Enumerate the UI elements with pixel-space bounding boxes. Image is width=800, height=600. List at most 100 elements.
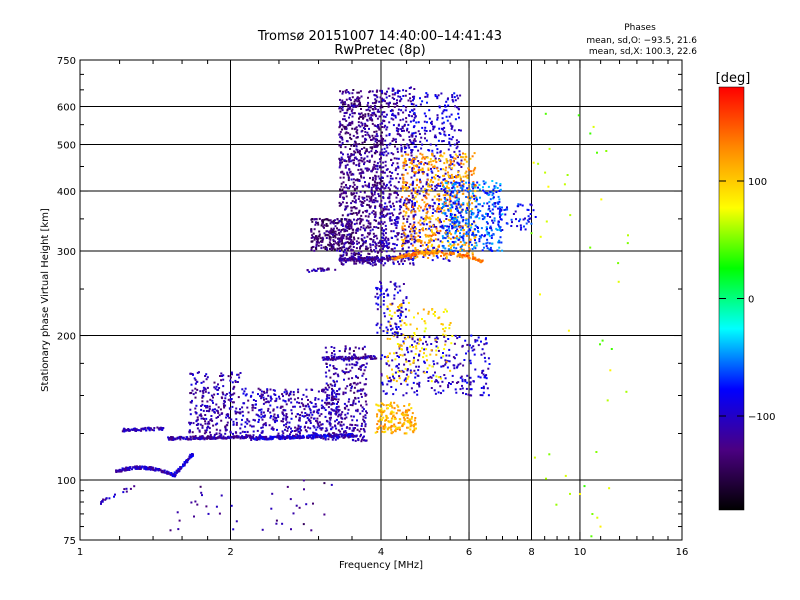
data-point [383, 431, 386, 434]
data-point [189, 392, 192, 395]
data-point [407, 240, 410, 243]
data-point [451, 190, 454, 193]
data-point [216, 388, 219, 391]
data-point [439, 210, 442, 213]
data-point [326, 366, 328, 368]
data-point [431, 215, 434, 217]
data-point [393, 283, 396, 286]
data-point [428, 227, 431, 230]
data-point [466, 343, 469, 346]
data-point [380, 89, 383, 92]
data-point [377, 193, 380, 195]
data-point [387, 105, 390, 108]
data-point [364, 425, 367, 428]
data-point [227, 415, 229, 418]
data-point [434, 311, 436, 313]
data-point [395, 224, 398, 227]
data-point [413, 125, 416, 128]
data-point [374, 213, 377, 216]
data-point [409, 262, 412, 265]
data-point [353, 223, 356, 226]
data-point [324, 358, 327, 361]
data-point [485, 374, 488, 377]
data-point [389, 216, 392, 219]
data-point [345, 237, 348, 240]
data-point [392, 230, 395, 233]
data-point [353, 159, 355, 162]
data-point [447, 241, 450, 244]
data-point [392, 89, 395, 92]
data-point [437, 139, 440, 142]
data-point [360, 365, 363, 367]
data-point [356, 382, 359, 385]
data-point [366, 167, 369, 170]
data-point [113, 495, 115, 498]
data-point [210, 435, 212, 438]
data-point [391, 368, 393, 371]
data-point [395, 129, 398, 132]
data-point [401, 423, 404, 426]
data-point [344, 242, 347, 245]
data-point [377, 404, 380, 407]
data-point [437, 216, 439, 219]
data-point [418, 385, 421, 388]
data-point [383, 355, 386, 358]
data-point [363, 146, 366, 149]
data-point [128, 467, 131, 470]
data-point [412, 95, 414, 98]
data-point [364, 357, 367, 360]
data-point [260, 408, 263, 411]
data-point [331, 389, 334, 392]
data-point [397, 315, 400, 317]
data-point [195, 420, 198, 423]
data-point [316, 411, 319, 414]
data-point [360, 395, 363, 398]
data-point [209, 398, 212, 401]
data-point [354, 99, 357, 102]
data-point [208, 435, 211, 438]
data-point [379, 416, 382, 419]
data-point [387, 239, 390, 242]
data-point [345, 358, 348, 361]
data-point [258, 438, 261, 441]
data-point [335, 418, 338, 421]
data-point [396, 404, 399, 407]
data-point [231, 401, 234, 404]
data-point [323, 232, 326, 235]
data-point [216, 436, 219, 439]
data-point [424, 132, 427, 135]
data-point [319, 267, 322, 270]
data-point [348, 348, 351, 351]
data-point [375, 114, 377, 117]
data-point [414, 376, 417, 379]
data-point [363, 199, 366, 202]
data-point [343, 103, 345, 106]
data-point [358, 97, 361, 100]
data-point [344, 357, 347, 360]
data-point [328, 237, 331, 240]
data-point [416, 342, 419, 345]
data-point [325, 388, 328, 391]
data-point [296, 401, 299, 404]
data-point [397, 130, 399, 133]
data-point [467, 252, 470, 255]
data-point [371, 134, 374, 137]
data-point [332, 227, 335, 230]
data-point [402, 176, 405, 179]
data-point [405, 89, 408, 92]
data-point [468, 344, 471, 347]
data-point [366, 124, 369, 127]
data-point [412, 159, 415, 162]
data-point [374, 250, 377, 253]
data-point [410, 335, 413, 338]
data-point [377, 409, 380, 412]
data-point [394, 331, 396, 334]
data-point [204, 429, 207, 432]
data-point [355, 383, 358, 386]
data-point [366, 209, 369, 212]
data-point [371, 102, 374, 105]
data-point [444, 359, 447, 362]
data-point [213, 393, 216, 396]
data-point [402, 138, 405, 141]
data-point [351, 363, 354, 366]
